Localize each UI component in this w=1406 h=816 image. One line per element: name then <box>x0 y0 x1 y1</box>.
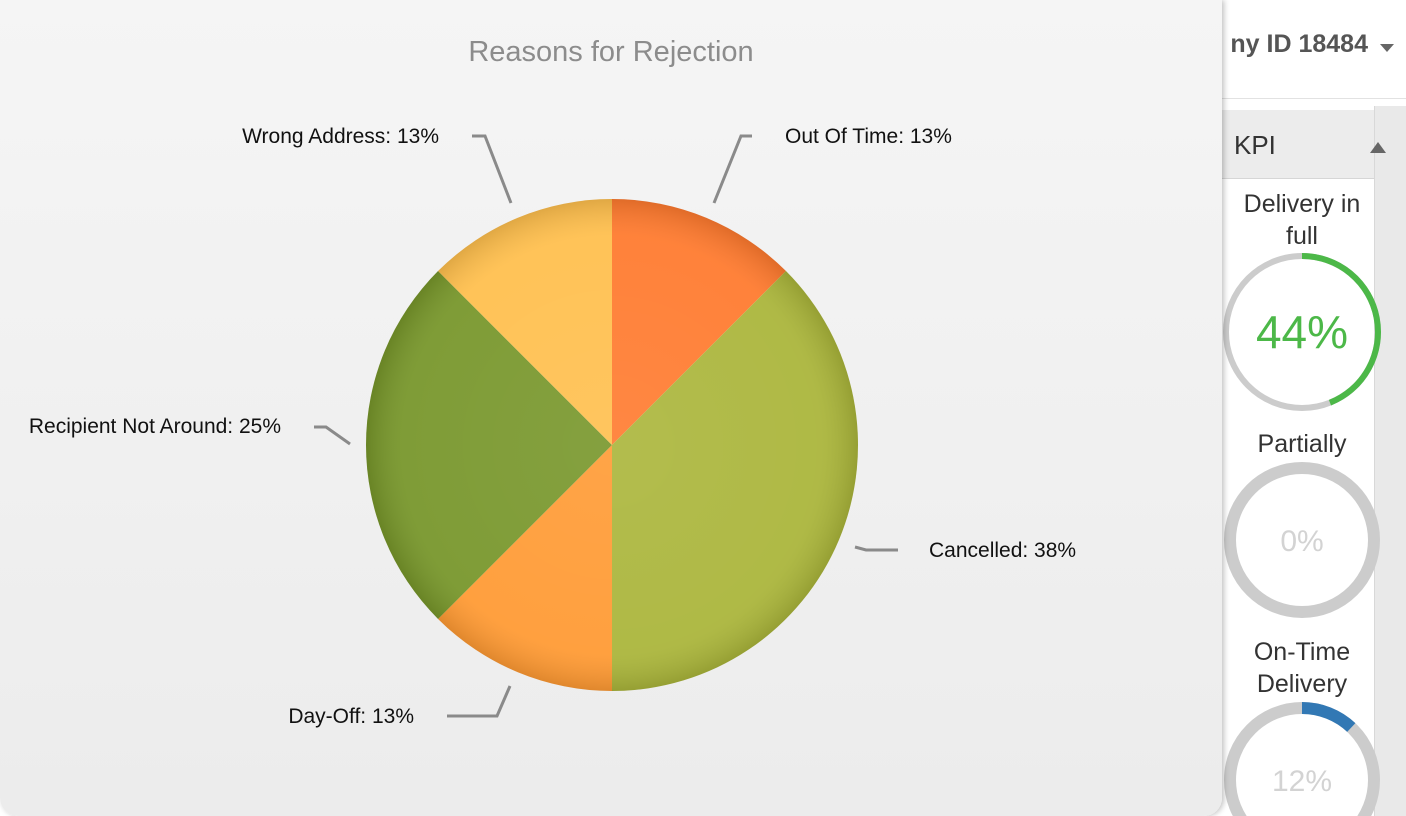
company-selector[interactable]: ny ID 18484 <box>1230 30 1368 58</box>
pie-chart: Out Of Time: 13% Cancelled: 38% Day-Off: 1… <box>29 125 1076 728</box>
slice-label: Recipient Not Around: 25% <box>29 415 281 438</box>
label-connector <box>854 545 898 552</box>
caret-down-icon[interactable] <box>1380 44 1394 52</box>
caret-up-icon[interactable] <box>1370 142 1386 153</box>
top-bar <box>1222 0 1406 99</box>
label-connector <box>472 134 513 204</box>
label-connector <box>712 134 752 204</box>
kpi-panel: KPI <box>1222 106 1406 816</box>
label-connector <box>314 425 351 446</box>
kpi-header[interactable]: KPI <box>1222 110 1386 179</box>
kpi-title: KPI <box>1234 130 1276 160</box>
kpi-label-partially: Partially <box>1257 430 1347 458</box>
chart-title: Reasons for Rejection <box>468 36 754 68</box>
gauge-delivery-in-full: 44% <box>1223 253 1381 411</box>
kpi-gauges: 44% 0% 12% <box>1223 253 1381 816</box>
gauge-on-time-delivery: 12% <box>1224 702 1380 816</box>
slice-label: Out Of Time: 13% <box>785 125 952 148</box>
gauge-track <box>1224 462 1380 618</box>
label-connector <box>447 685 512 718</box>
kpi-label-delivery-in-full: Delivery in full <box>1243 190 1361 250</box>
gauge-partially: 0% <box>1224 462 1380 618</box>
gauge-arc <box>1301 253 1381 406</box>
pie-shading <box>366 199 858 691</box>
slice-label: Cancelled: 38% <box>929 539 1076 562</box>
kpi-label-on-time-delivery: On-Time Delivery <box>1253 638 1351 698</box>
kpi-card: KPI <box>1222 106 1386 816</box>
gauge-value: 12% <box>1272 765 1332 798</box>
gauge-value: 0% <box>1280 525 1323 558</box>
chart-popup: Reasons for Rejection Out Of Time: 13% Ca… <box>0 0 1222 816</box>
gauge-value: 44% <box>1256 306 1348 358</box>
slice-label: Wrong Address: 13% <box>242 125 439 148</box>
slice-label: Day-Off: 13% <box>288 705 414 728</box>
gauge-arc <box>1301 702 1356 733</box>
